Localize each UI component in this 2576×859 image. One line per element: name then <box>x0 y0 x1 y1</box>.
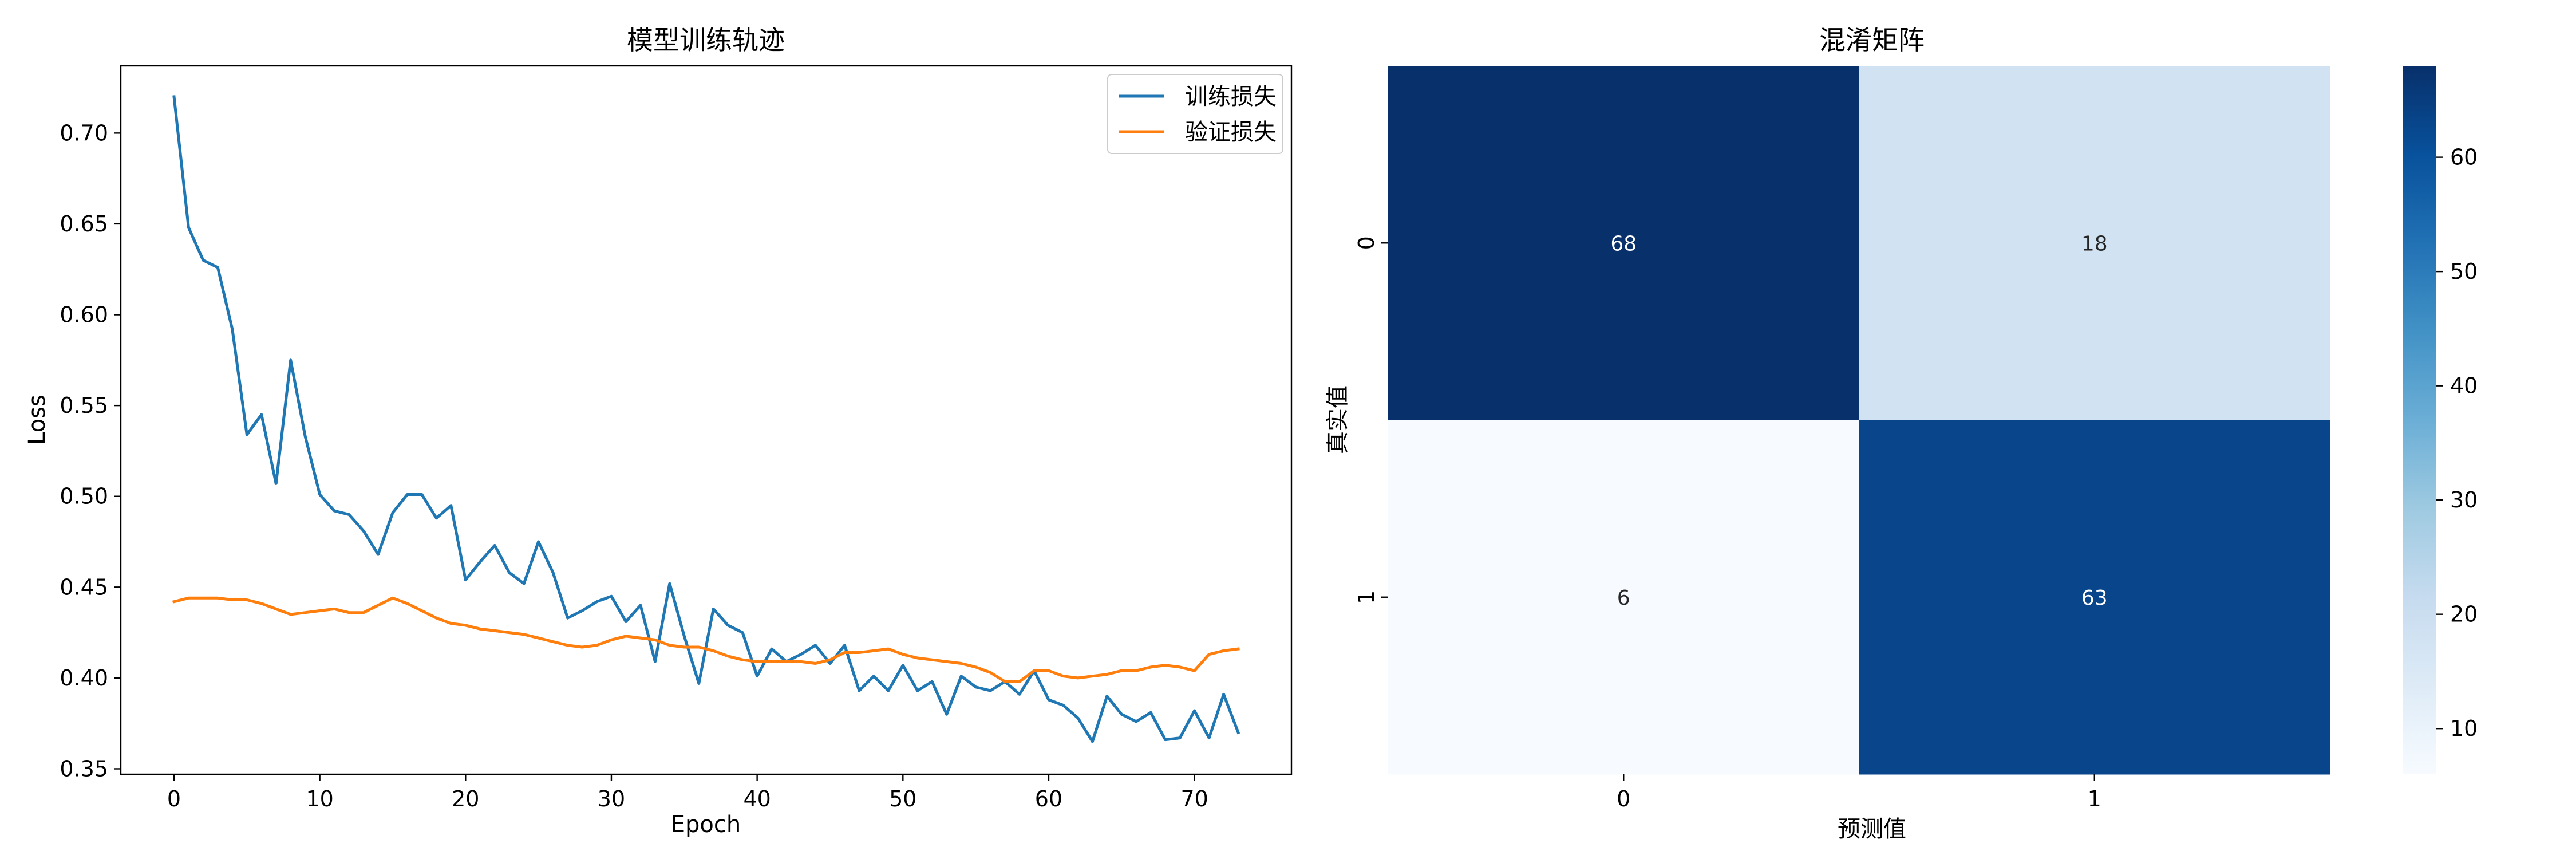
heatmap-y-ticks: 01 <box>1354 236 1388 604</box>
x-tick-label: 20 <box>452 786 479 811</box>
y-tick-label: 0.65 <box>60 211 108 237</box>
line-chart: 模型训练轨迹 0 10 20 30 40 50 60 70 0.350.400.450.500… <box>24 25 1293 838</box>
heatmap-cell-label-0-0: 68 <box>1610 232 1637 255</box>
x-tick-label: 0 <box>167 786 181 811</box>
y-tick-label: 0.50 <box>60 484 108 509</box>
colorbar-tick-label: 30 <box>2450 487 2478 513</box>
heatmap-cell-0-1 <box>1859 66 2330 420</box>
colorbar <box>2403 66 2436 774</box>
heatmap-y-tick-label: 0 <box>1354 236 1379 250</box>
y-tick-label: 0.40 <box>60 665 108 691</box>
line-chart-title: 模型训练轨迹 <box>627 25 785 56</box>
heatmap-title: 混淆矩阵 <box>1819 25 1925 56</box>
colorbar-tick-label: 50 <box>2450 259 2478 284</box>
heatmap-cell-0-0 <box>1388 66 1859 420</box>
heatmap-cells: 68 18 6 63 <box>1388 66 2330 775</box>
series-line-1 <box>172 596 1240 683</box>
y-tick-label: 0.70 <box>60 120 108 145</box>
line-x-axis-label: Epoch <box>671 811 741 838</box>
colorbar-tick-label: 40 <box>2450 373 2478 399</box>
colorbar-tick-label: 20 <box>2450 602 2478 627</box>
colorbar-tick-label: 10 <box>2450 716 2478 741</box>
heatmap-cell-label-0-1: 18 <box>2081 232 2108 255</box>
line-plot-frame <box>120 65 1293 775</box>
y-tick-label: 0.60 <box>60 302 108 328</box>
x-tick-label: 10 <box>306 786 333 811</box>
series-line-0 <box>172 95 1240 743</box>
heatmap-x-axis-label: 预测值 <box>1838 816 1906 842</box>
x-tick-label: 40 <box>743 786 771 811</box>
colorbar-tick-label: 60 <box>2450 145 2478 170</box>
heatmap-x-tick-label: 0 <box>1617 786 1630 811</box>
y-tick-label: 0.55 <box>60 393 108 418</box>
heatmap-cell-1-1 <box>1859 420 2330 775</box>
x-tick-label: 60 <box>1035 786 1062 811</box>
line-x-ticks: 0 10 20 30 40 50 60 70 <box>167 774 1208 811</box>
x-tick-label: 30 <box>598 786 625 811</box>
heatmap-cell-label-1-1: 63 <box>2081 586 2108 610</box>
heatmap-cell-label-1-0: 6 <box>1617 586 1630 610</box>
legend-label-train-loss: 训练损失 <box>1185 84 1277 110</box>
line-legend: 训练损失 验证损失 <box>1107 74 1283 154</box>
x-tick-label: 70 <box>1180 786 1208 811</box>
legend-box <box>1107 74 1283 154</box>
line-plot-area <box>172 95 1240 743</box>
y-tick-label: 0.35 <box>60 756 108 781</box>
line-y-axis-label: Loss <box>24 395 50 445</box>
x-tick-label: 50 <box>889 786 916 811</box>
heatmap-y-axis-label: 真实值 <box>1325 385 1351 454</box>
heatmap-cell-1-0 <box>1388 420 1859 775</box>
heatmap-y-tick-label: 1 <box>1354 590 1379 604</box>
colorbar-ticks: 10 20 30 40 50 60 <box>2436 145 2478 741</box>
line-y-ticks: 0.35 0.40 0.45 0.50 0.55 0.60 0.65 0.70 <box>60 120 121 781</box>
legend-label-val-loss: 验证损失 <box>1185 119 1277 145</box>
y-tick-label: 0.45 <box>60 574 108 600</box>
heatmap-x-tick-label: 1 <box>2088 786 2101 811</box>
